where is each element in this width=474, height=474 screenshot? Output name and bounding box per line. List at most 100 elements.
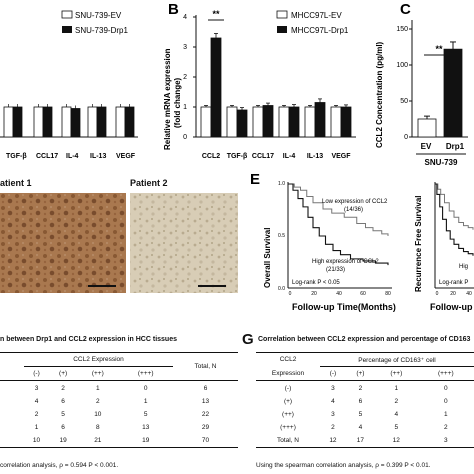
survival-curve-high [288, 183, 389, 266]
y-axis-label: Recurrence Free Survival [414, 196, 423, 293]
table-row: (-) 3 2 1 0 [256, 382, 474, 395]
panel-a-chart: SNU-739-EV SNU-739-Drp1 TGF-β CCL17 IL-4… [0, 10, 138, 160]
y-tick-label: 0 [404, 134, 408, 141]
table-cell: 6 [203, 385, 208, 392]
bar [200, 106, 212, 138]
patient2-ihc-image [130, 193, 238, 293]
column-header: (+) [59, 370, 68, 377]
table-cell: 4 [394, 411, 399, 418]
table-cell: 4 [34, 398, 39, 405]
bars [3, 104, 135, 138]
tick-label: IL-13 [90, 153, 106, 160]
table-cell: 5 [143, 411, 148, 418]
y-tick-label: 0.5 [278, 233, 285, 239]
bar [124, 106, 135, 138]
table-cell: 2 [61, 385, 65, 392]
x-tick-label: 20 [450, 291, 456, 297]
x-tick-label: 80 [385, 291, 391, 297]
table-cell: 10 [32, 437, 41, 444]
x-tick-label: 40 [466, 291, 472, 297]
table-cell: 70 [201, 437, 210, 444]
logrank-label: Log-rank P [439, 280, 468, 286]
table-row: 4 6 2 1 13 [0, 395, 238, 408]
table-cell: 6 [61, 398, 65, 405]
survival-curve-low [435, 183, 474, 230]
tick-label: IL-4 [66, 153, 79, 160]
bar [210, 37, 222, 138]
column-header: (-) [329, 370, 337, 377]
y-tick-label: 1.0 [278, 181, 285, 187]
table-cell: 0 [143, 385, 148, 392]
table-header-group: Percentage of CD163⁺ cell [320, 353, 474, 367]
bar [417, 118, 437, 138]
x-tick-label: CCL17 [252, 153, 274, 160]
x-tick-label: IL-13 [307, 153, 323, 160]
panel-letter: B [168, 1, 179, 18]
x-tick-label: 40 [336, 291, 342, 297]
column-header: (+++) [437, 370, 454, 377]
table-cell: 2 [358, 385, 363, 392]
bar [314, 102, 326, 138]
panel-c: C CCL2 Concentration (pg/ml) 0 50 100 15… [360, 0, 474, 170]
table-cell: 19 [142, 437, 150, 444]
x-tick-label: IL-4 [283, 153, 296, 160]
row-label: (+++) [280, 424, 296, 431]
table-cell: 1 [394, 385, 399, 392]
panel-c-chart: C CCL2 Concentration (pg/ml) 0 50 100 15… [375, 1, 468, 167]
column-header: (+++) [137, 370, 154, 377]
tick-label: VEGF [116, 153, 136, 160]
legend-ev-label: SNU-739-EV [75, 11, 122, 20]
table-cell: 13 [201, 398, 210, 405]
x-tick-labels: CCL2 TGF-β CCL17 IL-4 IL-13 VEGF [202, 153, 351, 160]
table-g-footnote: Using the spearman correlation analysis,… [256, 462, 431, 469]
y-tick-label: 150 [396, 26, 408, 33]
column-header: (+) [356, 370, 365, 377]
table-cell: 29 [201, 424, 210, 431]
x-tick-label: EV [421, 142, 432, 151]
table-row: Total, N 12 17 12 3 [256, 434, 474, 447]
table-cell: 10 [94, 411, 102, 418]
y-axis-label: Relative mRNA expression [163, 48, 172, 150]
bar [340, 106, 352, 138]
logrank-label: Log-rank P < 0.05 [292, 280, 340, 286]
table-cell: 2 [34, 411, 39, 418]
bar [87, 106, 98, 138]
bar [330, 106, 342, 138]
table-f: CCL2 Expression Total, N (-) (+) (++) (+… [0, 352, 238, 448]
x-tick-label: Drp1 [446, 142, 465, 151]
legend-ev-swatch [61, 10, 73, 19]
bars [409, 28, 463, 138]
high-expression-label: Hig [459, 264, 468, 270]
table-cell: 5 [394, 424, 399, 431]
table-header-group: CCL2 Expression [24, 353, 173, 367]
table-cell: 17 [356, 437, 365, 444]
bar [115, 106, 126, 138]
bar [61, 106, 72, 138]
table-g-caption: Correlation between CCL2 expression and … [258, 336, 471, 343]
table-cell: 6 [61, 424, 65, 431]
table-cell: 6 [358, 398, 363, 405]
table-g: CCL2 Percentage of CD163⁺ cell Expressio… [256, 352, 474, 448]
table-cell: 0 [444, 398, 448, 405]
y-tick-label: 1 [183, 104, 187, 111]
low-expression-count: (14/36) [344, 207, 363, 213]
row-label: (++) [282, 411, 294, 418]
legend-ev-label: MHCC97L-EV [291, 11, 342, 20]
row-label: Total, N [276, 437, 300, 444]
column-header: (++) [91, 370, 104, 377]
table-cell: 13 [142, 424, 150, 431]
table-cell: 5 [358, 411, 363, 418]
panel-b-chart: B Relative mRNA expression (fold change)… [163, 1, 356, 160]
x-axis-label: Follow-up Time(Months) [292, 302, 396, 312]
panel-d: atient 1 Patient 2 [0, 178, 238, 300]
table-cell: 5 [61, 411, 65, 418]
row-label: (-) [284, 385, 292, 392]
row-header: CCL2 [279, 356, 297, 364]
column-header: (++) [390, 370, 403, 377]
panel-letter: E [250, 171, 260, 188]
table-cell: 2 [394, 398, 399, 405]
table-cell: 8 [95, 424, 100, 431]
survival-curve-low [288, 183, 389, 236]
ihc-images [0, 193, 238, 293]
table-cell: 12 [392, 437, 400, 444]
